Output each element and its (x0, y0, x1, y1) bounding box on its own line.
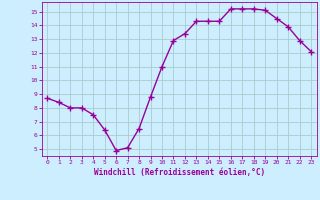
X-axis label: Windchill (Refroidissement éolien,°C): Windchill (Refroidissement éolien,°C) (94, 168, 265, 177)
